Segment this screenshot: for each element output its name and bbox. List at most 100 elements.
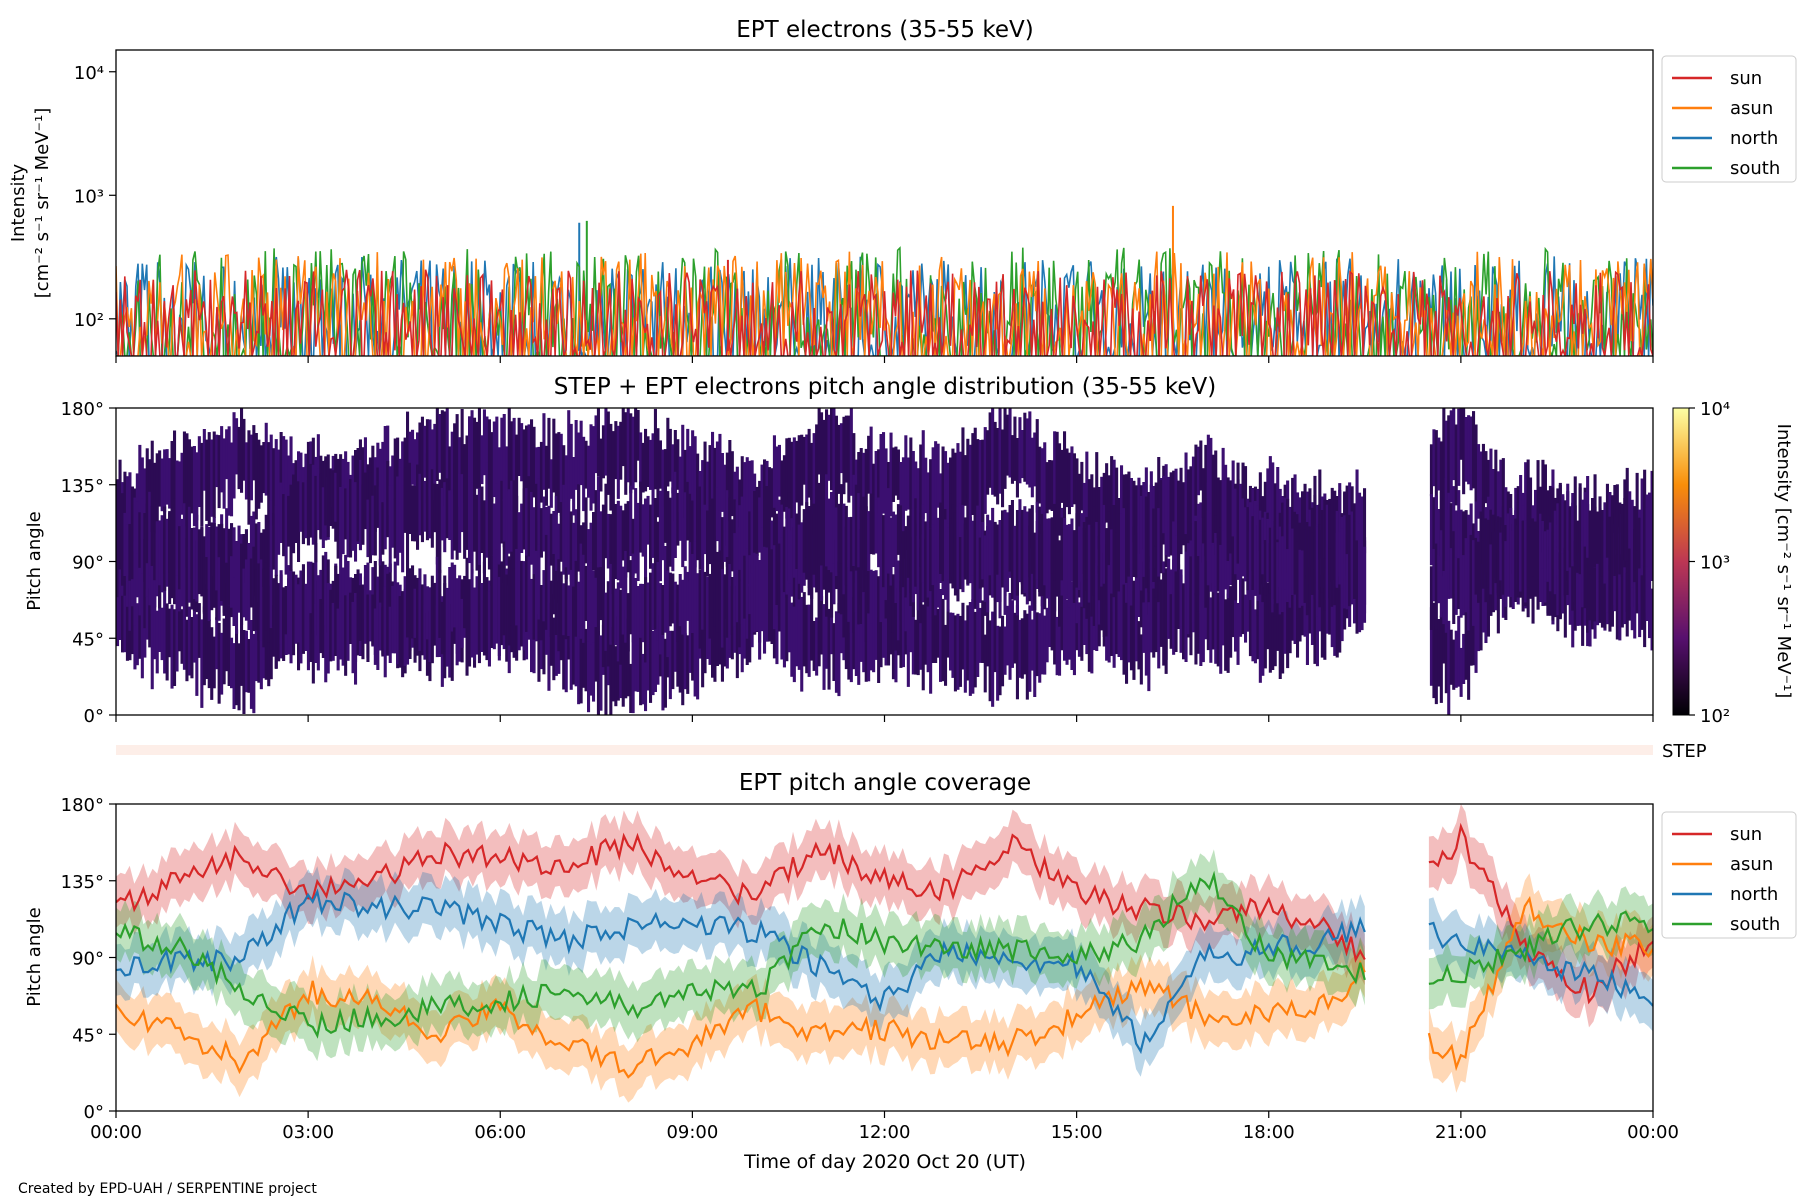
pad-cell	[406, 491, 410, 564]
pad-cell	[341, 485, 345, 555]
pad-cell	[1596, 511, 1600, 564]
pad-cell	[1479, 511, 1483, 598]
pad-cell	[500, 561, 504, 640]
pad-cell	[1214, 580, 1218, 664]
pad-cell	[334, 565, 338, 656]
pad-cell	[1481, 564, 1485, 633]
pad-cell	[837, 603, 841, 697]
pad-cell	[205, 439, 209, 521]
pad-cell	[904, 435, 908, 511]
pad-cell	[520, 423, 524, 482]
pad-cell	[859, 604, 863, 662]
pad-cell	[1063, 587, 1067, 661]
pad-cell	[1112, 459, 1116, 546]
pad-cell	[485, 462, 489, 558]
pad-cell	[1563, 502, 1567, 595]
pad-cell	[1358, 492, 1362, 551]
pad-cell	[195, 514, 199, 602]
pad-cell	[758, 560, 762, 643]
pad-cell	[1137, 621, 1141, 670]
pad-cell	[641, 583, 645, 643]
pad-cell	[1075, 458, 1079, 535]
pad-cell	[825, 559, 829, 617]
pad-cell	[661, 618, 665, 711]
pad-cell	[673, 610, 677, 672]
pad-cell	[1035, 419, 1039, 513]
pad-cell	[1142, 602, 1146, 653]
pad-cell	[1323, 558, 1327, 611]
pad-cell	[125, 476, 129, 564]
pad-cell	[1040, 448, 1044, 524]
pad-cell	[1040, 513, 1044, 596]
pad-cell	[780, 460, 784, 519]
pad-cell	[1355, 540, 1359, 634]
pad-cell	[1509, 507, 1513, 598]
pad-cell	[579, 420, 583, 486]
pad-cell	[192, 608, 196, 663]
pad-cell	[1174, 573, 1178, 628]
pad-cell	[522, 429, 526, 524]
pad-cell	[673, 471, 677, 558]
pad-cell	[641, 653, 645, 705]
pad-cell	[683, 492, 687, 561]
pad-cell	[445, 408, 449, 495]
pad-cell	[825, 409, 829, 482]
pad-cell	[872, 617, 876, 673]
pad-cell	[1090, 474, 1094, 528]
pad-cell	[921, 504, 925, 583]
pad-cell	[1618, 502, 1622, 575]
pad-cell	[1536, 460, 1540, 542]
pad-cell	[867, 511, 871, 571]
pad-cell	[1115, 467, 1119, 543]
pad-cell	[163, 449, 167, 513]
pad-cell	[1010, 600, 1014, 668]
pad-cell	[619, 589, 623, 665]
pad-cell	[582, 599, 586, 688]
pad-cell	[244, 529, 248, 583]
pad-cell	[921, 430, 925, 520]
pad-cell	[606, 411, 610, 495]
pad-cell	[215, 434, 219, 488]
pad-cell	[601, 577, 605, 668]
pad-cell	[596, 408, 600, 477]
pad-cell	[859, 506, 863, 588]
pad-cell	[1199, 440, 1203, 491]
pad-cell	[971, 520, 975, 576]
pad-cell	[1196, 446, 1200, 496]
pad-cell	[899, 505, 903, 592]
pad-cell	[901, 457, 905, 538]
pad-cell	[815, 617, 819, 676]
pad-cell	[1494, 520, 1498, 584]
pad-cell	[797, 435, 801, 526]
pad-cell	[354, 482, 358, 562]
pad-cell	[542, 413, 546, 490]
pad-cell	[202, 553, 206, 614]
pad-cell	[1186, 469, 1190, 544]
pad-cell	[158, 520, 162, 586]
pad-cell	[254, 523, 258, 592]
pad-cell	[626, 501, 630, 573]
pad-cell	[750, 502, 754, 587]
pad-cell	[797, 580, 801, 670]
pad-cell	[919, 444, 923, 539]
pad-cell	[311, 464, 315, 545]
pad-cell	[1102, 504, 1106, 584]
pad-cell	[688, 542, 692, 621]
pad-cell	[413, 439, 417, 490]
pad-cell	[1266, 582, 1270, 650]
pad-cell	[1556, 503, 1560, 576]
pad-cell	[1020, 509, 1024, 595]
pad-cell	[792, 502, 796, 578]
pad-cell	[1105, 463, 1109, 523]
pad-cell	[1199, 595, 1203, 666]
pad-cell	[473, 472, 477, 552]
pad-cell	[589, 562, 593, 645]
pad-cell	[532, 507, 536, 597]
pad-cell	[683, 449, 687, 518]
pad-cell	[319, 599, 323, 654]
pad-cell	[287, 455, 291, 532]
pad-cell	[1035, 612, 1039, 677]
pad-cell	[656, 609, 660, 685]
pad-cell	[810, 588, 814, 661]
